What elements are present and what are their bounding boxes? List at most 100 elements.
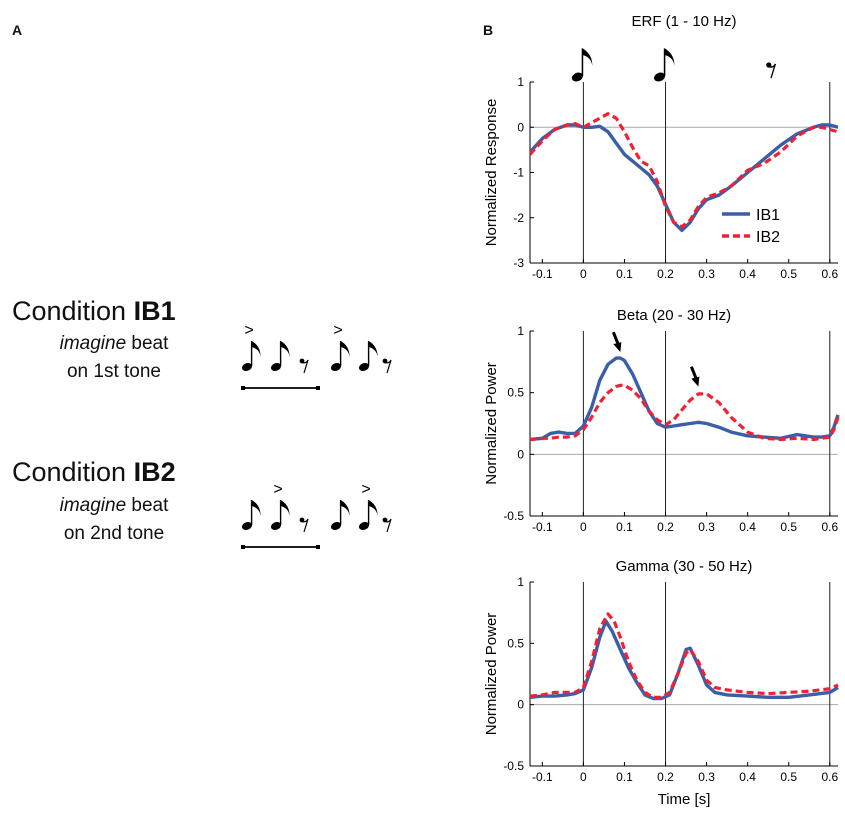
- note-c1-0: [241, 341, 261, 372]
- condition-ib1-line2: on 1st tone: [66, 361, 162, 382]
- note-flag: [340, 500, 350, 516]
- x-tick-label: 0.5: [780, 267, 797, 281]
- chart-2: Beta (20 - 30 Hz) -0.5 0 0.5 1 -0.1 0 0.1 0.2 0.3…: [483, 307, 840, 534]
- condition-ib2-line2: on 2nd tone: [63, 523, 165, 544]
- note-head: [270, 362, 282, 372]
- note-head: [571, 72, 583, 82]
- x-tick-label: 0.4: [739, 267, 756, 281]
- legend-label-IB1: IB1: [756, 207, 780, 224]
- x-tick-label: 0.6: [821, 267, 838, 281]
- note-flag: [368, 341, 378, 357]
- chart-3: Gamma (30 - 50 Hz) -0.5 0 0.5 1 -0.1 0 0.1 0.2 0.…: [483, 558, 839, 808]
- x-tick-label: 0.2: [657, 267, 674, 281]
- condition-ib2-rest: beat: [131, 495, 169, 516]
- note-flag: [368, 500, 378, 516]
- arrow-head-0: [613, 342, 622, 353]
- y-tick-label: 1: [517, 324, 524, 338]
- x-tick-label: -0.1: [532, 770, 553, 784]
- note-flag: [280, 341, 290, 357]
- y-tick-label: -0.5: [503, 509, 524, 523]
- x-tick-label: 0.2: [657, 770, 674, 784]
- note-flag: [251, 341, 261, 357]
- note-c2-4: [358, 500, 378, 531]
- y-tick-label: 1: [517, 75, 524, 89]
- note-icon-1: [653, 48, 675, 82]
- y-tick-label: 1: [517, 575, 524, 589]
- condition-ib1-rest: beat: [131, 333, 169, 354]
- rest-stem: [768, 63, 777, 79]
- note-head: [270, 521, 282, 531]
- x-tick-label: 0.3: [698, 267, 715, 281]
- x-tick-label: 0.1: [616, 520, 633, 534]
- x-tick-label: -0.1: [532, 267, 553, 281]
- note-c1-1: [270, 341, 290, 372]
- accent-mark-c1: >: [333, 322, 342, 339]
- accent-mark-c1: >: [244, 322, 253, 339]
- accent-mark-c2: >: [361, 481, 370, 498]
- note-head: [330, 362, 342, 372]
- x-tick-label: 0.5: [780, 770, 797, 784]
- y-tick-label: 0: [517, 698, 524, 712]
- x-tick-label: 0: [580, 520, 587, 534]
- chart-title: Gamma (30 - 50 Hz): [616, 558, 753, 575]
- rest-dot: [766, 62, 772, 68]
- y-tick-label: 0.5: [507, 386, 524, 400]
- rest-c2-2: [299, 517, 309, 533]
- chart-title: ERF (1 - 10 Hz): [631, 13, 736, 30]
- condition-ib1-emph: imagine: [59, 333, 127, 354]
- x-tick-label: 0.2: [657, 520, 674, 534]
- note-flag: [280, 500, 290, 516]
- condition-ib2-title: Condition IB2: [12, 457, 176, 488]
- condition-ib1-prefix: Condition: [12, 296, 127, 326]
- x-tick-label: 0: [580, 267, 587, 281]
- rest-c1-2: [299, 358, 309, 374]
- rest-dot: [299, 358, 305, 364]
- rest-stem: [384, 359, 392, 374]
- note-head: [241, 521, 253, 531]
- note-head: [653, 72, 666, 82]
- rest-c1-5: [382, 358, 392, 374]
- x-tick-label: 0: [580, 770, 587, 784]
- x-tick-label: 0.3: [698, 770, 715, 784]
- condition-ib2-prefix: Condition: [12, 457, 127, 487]
- rest-stem: [301, 518, 309, 533]
- y-tick-label: 0.5: [507, 636, 524, 650]
- note-head: [358, 521, 370, 531]
- rest-stem: [384, 518, 392, 533]
- x-tick-label: 0.5: [780, 520, 797, 534]
- y-tick-label: -1: [513, 166, 524, 180]
- panel-b-label: B: [483, 22, 494, 38]
- x-tick-label: 0.3: [698, 520, 715, 534]
- note-flag: [251, 500, 261, 516]
- condition-ib1-title: Condition IB1: [12, 296, 176, 327]
- bracket-end-right-c2: [316, 545, 320, 549]
- series-IB1: [529, 356, 840, 442]
- note-c2-0: [241, 500, 261, 531]
- note-flag: [582, 48, 593, 66]
- y-axis-label: Normalized Power: [483, 362, 500, 485]
- note-c2-1: [270, 500, 290, 531]
- note-c1-3: [330, 341, 350, 372]
- bracket-end-left-c1: [241, 386, 245, 390]
- condition-ib1-code: IB1: [133, 296, 176, 326]
- x-tick-label: 0.6: [821, 770, 838, 784]
- y-tick-label: 0: [517, 120, 524, 134]
- y-tick-label: -3: [513, 256, 524, 270]
- condition-ib2-emph: imagine: [59, 495, 127, 516]
- legend-label-IB2: IB2: [756, 229, 780, 246]
- chart-1: ERF (1 - 10 Hz) -3 -2 -1 0 1 -0.1 0 0.1 0.2 0.3 0.4…: [483, 13, 839, 281]
- y-tick-label: 0: [517, 447, 524, 461]
- y-axis-label: Normalized Power: [483, 613, 500, 736]
- condition-ib2-code: IB2: [133, 457, 176, 487]
- series-IB2: [528, 112, 839, 229]
- condition-ib1-line1: imagine beat: [24, 333, 204, 355]
- rest-stem: [301, 359, 309, 374]
- x-tick-label: -0.1: [532, 520, 553, 534]
- series-IB2: [529, 612, 839, 699]
- panel-a-label: A: [12, 22, 23, 38]
- rest-dot: [299, 517, 305, 523]
- series-IB1: [529, 619, 839, 701]
